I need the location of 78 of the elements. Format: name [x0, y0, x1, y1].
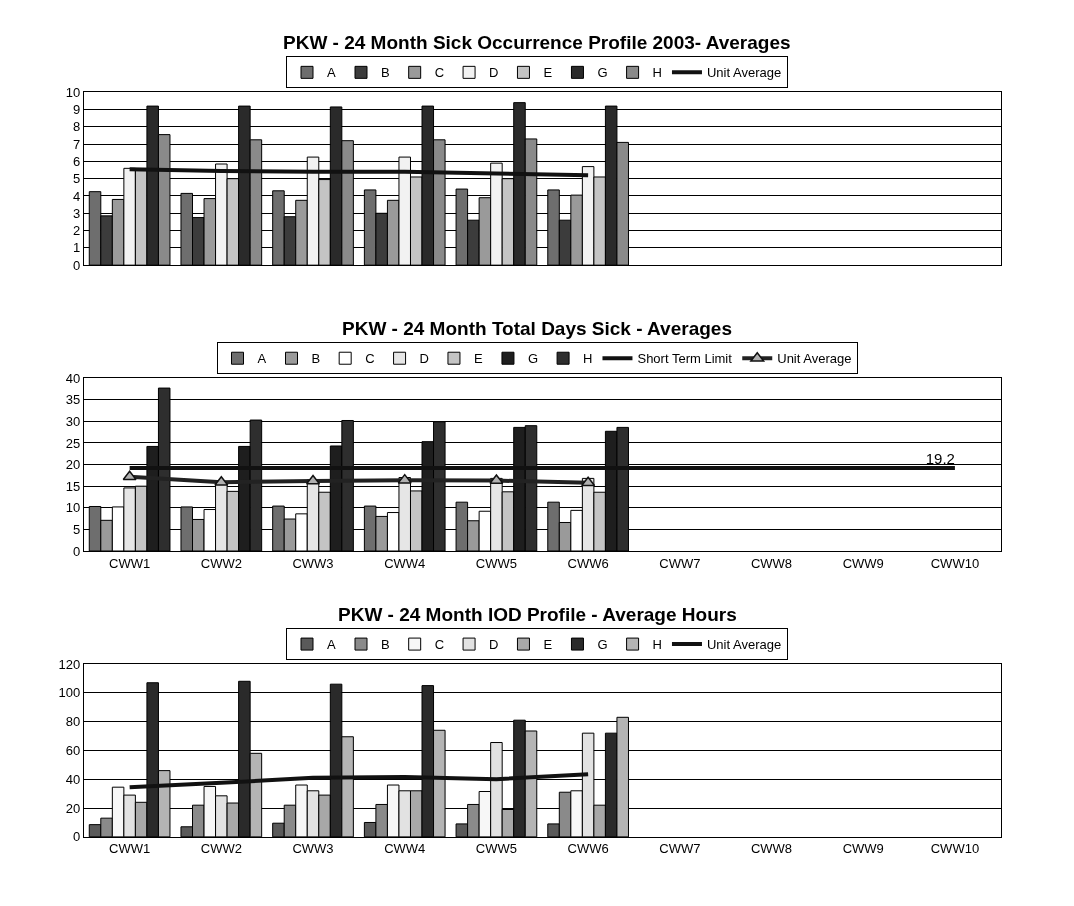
x-tick-label: CWW9: [842, 841, 884, 857]
legend-label: A: [257, 351, 267, 367]
x-tick-label: CWW5: [475, 555, 518, 571]
y-tick-label: 9: [72, 102, 81, 118]
y-tick-label: 0: [72, 257, 81, 273]
y-tick-label: 7: [72, 136, 81, 152]
x-tick-label: CWW8: [750, 555, 793, 571]
y-tick-label: 0: [72, 543, 81, 559]
legend-label: G: [527, 351, 539, 367]
legend-label: A: [327, 637, 336, 653]
legend-label: B: [381, 637, 390, 653]
x-tick-label: CWW9: [842, 555, 884, 571]
x-tick-label: CWW3: [292, 555, 334, 571]
x-tick-label: CWW7: [659, 555, 701, 571]
y-tick-label: 10: [65, 84, 81, 100]
x-tick-label: CWW10: [930, 841, 980, 857]
legend-label: C: [434, 65, 445, 81]
y-tick-label: 2: [72, 223, 81, 239]
x-tick-label: CWW2: [200, 555, 242, 571]
legend-label: E: [543, 637, 553, 653]
legend-label: C: [434, 637, 445, 653]
y-tick-label: 4: [72, 188, 81, 204]
y-tick-label: 40: [65, 771, 81, 787]
x-tick-label: CWW1: [109, 555, 151, 571]
legend-label: H: [652, 65, 662, 81]
y-tick-label: 15: [65, 478, 81, 494]
data-label: 19.2: [925, 450, 955, 468]
x-tick-label: CWW8: [750, 841, 793, 857]
y-tick-label: 80: [65, 714, 81, 730]
legend-label: Unit Average: [706, 637, 782, 653]
legend-label: C: [365, 351, 375, 367]
chart-title: PKW - 24 Month Total Days Sick - Averages: [342, 318, 732, 339]
y-tick-label: 20: [65, 457, 81, 473]
x-tick-label: CWW5: [475, 841, 518, 857]
y-tick-label: 60: [65, 743, 81, 758]
legend-label: G: [597, 65, 608, 81]
y-tick-label: 100: [58, 685, 81, 701]
x-tick-label: CWW6: [567, 555, 609, 571]
x-tick-label: CWW4: [384, 841, 426, 857]
y-tick-label: 40: [65, 370, 81, 386]
legend-label: Unit Average: [706, 65, 782, 81]
legend-label: H: [652, 637, 662, 653]
legend-label: B: [311, 351, 321, 367]
legend-label: Unit Average: [777, 351, 852, 367]
legend-label: E: [473, 351, 483, 367]
x-tick-label: CWW3: [292, 841, 334, 857]
y-tick-label: 35: [65, 392, 81, 408]
y-tick-label: 0: [72, 829, 81, 845]
legend-label: B: [381, 65, 390, 81]
y-tick-label: 20: [65, 800, 81, 816]
y-tick-label: 5: [72, 171, 81, 187]
chart-title: PKW - 24 Month IOD Profile - Average Hours: [338, 604, 737, 625]
y-tick-label: 1: [72, 240, 81, 256]
legend-label: E: [543, 65, 553, 81]
y-tick-label: 8: [72, 119, 81, 135]
legend-label: G: [597, 637, 608, 653]
y-tick-label: 120: [58, 656, 81, 672]
x-tick-label: CWW10: [930, 555, 980, 571]
line-series: [127, 772, 591, 790]
y-tick-label: 25: [65, 435, 81, 451]
x-tick-label: CWW1: [109, 841, 151, 857]
y-tick-label: 30: [65, 413, 81, 429]
x-tick-label: CWW7: [659, 841, 701, 857]
legend-label: D: [489, 65, 499, 81]
y-tick-label: 3: [72, 205, 81, 221]
legend-label: Short Term Limit: [637, 351, 733, 367]
chart-title: PKW - 24 Month Sick Occurrence Profile 2003- Averages: [283, 32, 791, 53]
legend-label: D: [419, 351, 429, 367]
y-tick-label: 10: [65, 500, 81, 516]
x-tick-label: CWW4: [384, 555, 426, 571]
x-tick-label: CWW2: [200, 841, 242, 857]
y-tick-label: 6: [72, 153, 81, 169]
legend-label: D: [489, 637, 499, 653]
x-tick-label: CWW6: [567, 841, 609, 857]
line-series: [127, 167, 591, 178]
legend-label: A: [327, 65, 336, 81]
legend-label: H: [583, 351, 593, 367]
y-tick-label: 5: [72, 521, 81, 537]
